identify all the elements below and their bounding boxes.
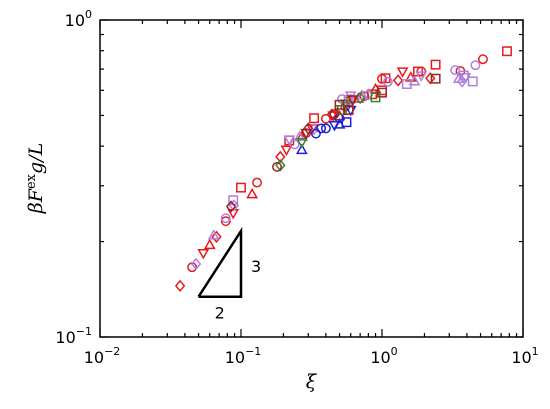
y-label-part-2: g/L — [25, 143, 47, 174]
data-point-diamond — [425, 72, 436, 85]
data-point-square — [467, 76, 478, 87]
y-label-sup: ex — [24, 173, 39, 189]
data-point-triangle-down — [283, 135, 296, 146]
y-tick-label: 10−1 — [55, 325, 92, 347]
y-tick-label: 100 — [65, 8, 92, 30]
plot-frame — [99, 19, 524, 338]
data-point-circle — [450, 65, 461, 76]
data-point-diamond — [228, 199, 240, 212]
axes-frame — [99, 19, 524, 338]
markers-layer — [174, 46, 512, 293]
data-point-diamond — [190, 257, 202, 271]
x-tick-labels: 10−2 10−1 100 101 — [84, 345, 539, 367]
data-point-square — [430, 73, 441, 84]
y-tick-labels: 10−1 100 — [55, 8, 92, 347]
data-point-circle — [272, 161, 282, 172]
slope-triangle: 2 3 — [197, 226, 261, 323]
data-point-triangle-down — [300, 128, 313, 140]
data-point-triangle-up — [408, 75, 421, 86]
data-point-square — [377, 87, 387, 98]
data-point-circle — [320, 123, 331, 134]
data-point-circle — [316, 123, 327, 134]
data-point-triangle-up — [207, 229, 220, 240]
data-point-circle — [220, 216, 231, 227]
data-point-square — [309, 113, 320, 124]
data-point-circle — [252, 177, 263, 188]
data-point-triangle-down — [295, 137, 308, 149]
data-point-triangle-down — [328, 121, 341, 132]
y-label-part-1: βF — [25, 188, 47, 214]
data-point-triangle-up — [293, 130, 306, 141]
data-point-circle — [329, 109, 340, 120]
data-point-diamond — [174, 279, 186, 293]
slope-run-label: 2 — [215, 304, 225, 323]
data-point-diamond — [275, 150, 286, 164]
data-point-triangle-down — [346, 95, 359, 106]
data-point-triangle-up — [246, 187, 259, 199]
x-tick-label: 10−2 — [84, 345, 121, 367]
data-point-circle — [310, 128, 321, 139]
y-axis-label: βFexg/L — [24, 143, 48, 214]
data-point-triangle-down — [280, 145, 293, 156]
data-point-triangle-down — [415, 71, 428, 82]
data-point-triangle-down — [396, 67, 409, 78]
data-point-diamond — [225, 200, 237, 213]
x-tick-label: 10−1 — [225, 345, 262, 367]
x-tick-label: 101 — [511, 345, 538, 367]
data-point-diamond — [392, 74, 404, 87]
x-tick-label: 100 — [370, 345, 397, 367]
data-point-triangle-up — [203, 238, 216, 250]
data-point-square — [337, 105, 347, 115]
svg-text:βFexg/L: βFexg/L — [24, 143, 48, 214]
data-point-circle — [382, 76, 393, 87]
data-point-triangle-down — [197, 248, 210, 260]
data-point-square — [236, 182, 246, 193]
slope-rise-label: 3 — [251, 257, 261, 276]
tick-marks — [99, 19, 524, 338]
data-point-square — [334, 99, 345, 110]
data-point-triangle-up — [295, 143, 308, 155]
slope-triangle-line — [197, 226, 243, 298]
data-point-square — [430, 59, 441, 70]
x-axis-label: ξ — [306, 371, 318, 393]
data-point-circle — [220, 213, 231, 224]
data-point-circle — [377, 73, 387, 84]
data-point-square — [343, 105, 354, 115]
data-point-circle — [470, 60, 481, 71]
data-point-square — [341, 117, 352, 128]
data-point-square — [502, 46, 512, 57]
data-point-diamond — [211, 230, 222, 244]
data-point-diamond — [456, 75, 468, 88]
data-point-circle — [478, 54, 488, 65]
